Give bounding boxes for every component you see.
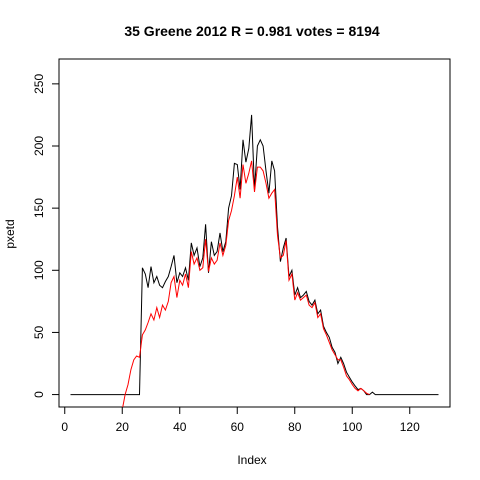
plot-frame — [58, 58, 451, 408]
series-layer — [70, 114, 439, 407]
x-tick-label: 40 — [173, 420, 187, 434]
y-tick-label: 150 — [32, 198, 46, 218]
series-line-red — [122, 160, 370, 407]
series-line-black — [70, 114, 439, 396]
x-axis-label: Index — [237, 453, 266, 467]
x-tick-label: 120 — [400, 420, 420, 434]
y-tick-label: 50 — [32, 325, 46, 339]
x-tick-label: 60 — [231, 420, 245, 434]
x-axis: 0 20 40 60 80 100 120 — [61, 406, 420, 434]
y-axis: 0 50 100 150 200 250 — [32, 74, 60, 398]
y-axis-label: pxetd — [3, 219, 17, 248]
x-tick-label: 0 — [61, 420, 68, 434]
chart-title: 35 Greene 2012 R = 0.981 votes = 8194 — [124, 23, 380, 39]
y-tick-label: 100 — [32, 260, 46, 280]
y-tick-label: 250 — [32, 74, 46, 94]
x-tick-label: 80 — [288, 420, 302, 434]
y-tick-label: 0 — [32, 391, 46, 398]
x-tick-label: 20 — [116, 420, 130, 434]
y-tick-label: 200 — [32, 136, 46, 156]
x-tick-label: 100 — [342, 420, 362, 434]
